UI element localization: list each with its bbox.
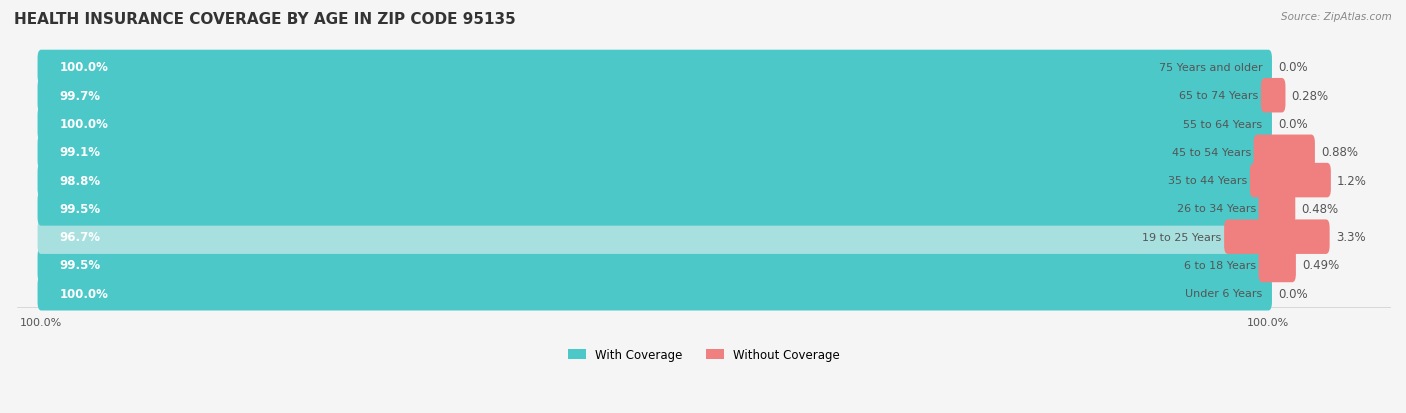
FancyBboxPatch shape xyxy=(38,220,1232,254)
Text: 0.0%: 0.0% xyxy=(1278,287,1308,300)
FancyBboxPatch shape xyxy=(38,107,1272,141)
Text: 1.2%: 1.2% xyxy=(1337,174,1367,187)
FancyBboxPatch shape xyxy=(38,135,1272,170)
Text: 6 to 18 Years: 6 to 18 Years xyxy=(1184,260,1256,271)
FancyBboxPatch shape xyxy=(38,79,1272,113)
Text: 98.8%: 98.8% xyxy=(59,174,101,187)
FancyBboxPatch shape xyxy=(38,192,1265,226)
Text: Under 6 Years: Under 6 Years xyxy=(1185,289,1263,299)
FancyBboxPatch shape xyxy=(38,220,1272,254)
FancyBboxPatch shape xyxy=(38,164,1257,198)
FancyBboxPatch shape xyxy=(38,192,1272,226)
FancyBboxPatch shape xyxy=(1261,79,1285,113)
FancyBboxPatch shape xyxy=(38,248,1272,282)
Text: 100.0%: 100.0% xyxy=(20,318,62,328)
Text: 0.88%: 0.88% xyxy=(1322,146,1358,159)
Text: 55 to 64 Years: 55 to 64 Years xyxy=(1182,119,1263,129)
Text: 75 Years and older: 75 Years and older xyxy=(1159,63,1263,73)
Text: 100.0%: 100.0% xyxy=(1247,318,1289,328)
Text: 99.1%: 99.1% xyxy=(59,146,101,159)
FancyBboxPatch shape xyxy=(38,164,1272,198)
Legend: With Coverage, Without Coverage: With Coverage, Without Coverage xyxy=(562,343,845,366)
Text: HEALTH INSURANCE COVERAGE BY AGE IN ZIP CODE 95135: HEALTH INSURANCE COVERAGE BY AGE IN ZIP … xyxy=(14,12,516,27)
FancyBboxPatch shape xyxy=(1225,220,1330,254)
FancyBboxPatch shape xyxy=(38,50,1272,85)
FancyBboxPatch shape xyxy=(1250,164,1331,198)
Text: 0.28%: 0.28% xyxy=(1292,90,1329,102)
Text: 0.0%: 0.0% xyxy=(1278,118,1308,131)
Text: 96.7%: 96.7% xyxy=(59,230,101,244)
FancyBboxPatch shape xyxy=(38,276,1272,311)
FancyBboxPatch shape xyxy=(1258,248,1296,282)
Text: 0.0%: 0.0% xyxy=(1278,61,1308,74)
Text: 35 to 44 Years: 35 to 44 Years xyxy=(1168,176,1247,186)
FancyBboxPatch shape xyxy=(38,50,1272,85)
FancyBboxPatch shape xyxy=(38,248,1265,282)
FancyBboxPatch shape xyxy=(38,107,1272,141)
Text: 99.7%: 99.7% xyxy=(59,90,101,102)
FancyBboxPatch shape xyxy=(38,276,1272,311)
Text: 26 to 34 Years: 26 to 34 Years xyxy=(1177,204,1256,214)
Text: 100.0%: 100.0% xyxy=(59,118,108,131)
Text: 3.3%: 3.3% xyxy=(1336,230,1365,244)
Text: 100.0%: 100.0% xyxy=(59,61,108,74)
Text: 0.48%: 0.48% xyxy=(1302,202,1339,215)
Text: Source: ZipAtlas.com: Source: ZipAtlas.com xyxy=(1281,12,1392,22)
Text: 65 to 74 Years: 65 to 74 Years xyxy=(1180,91,1258,101)
Text: 0.49%: 0.49% xyxy=(1302,259,1340,272)
FancyBboxPatch shape xyxy=(1254,135,1315,170)
Text: 100.0%: 100.0% xyxy=(59,287,108,300)
Text: 99.5%: 99.5% xyxy=(59,259,101,272)
Text: 99.5%: 99.5% xyxy=(59,202,101,215)
Text: 19 to 25 Years: 19 to 25 Years xyxy=(1143,232,1222,242)
Text: 45 to 54 Years: 45 to 54 Years xyxy=(1171,147,1251,157)
FancyBboxPatch shape xyxy=(38,135,1261,170)
FancyBboxPatch shape xyxy=(38,79,1268,113)
FancyBboxPatch shape xyxy=(1258,192,1295,226)
